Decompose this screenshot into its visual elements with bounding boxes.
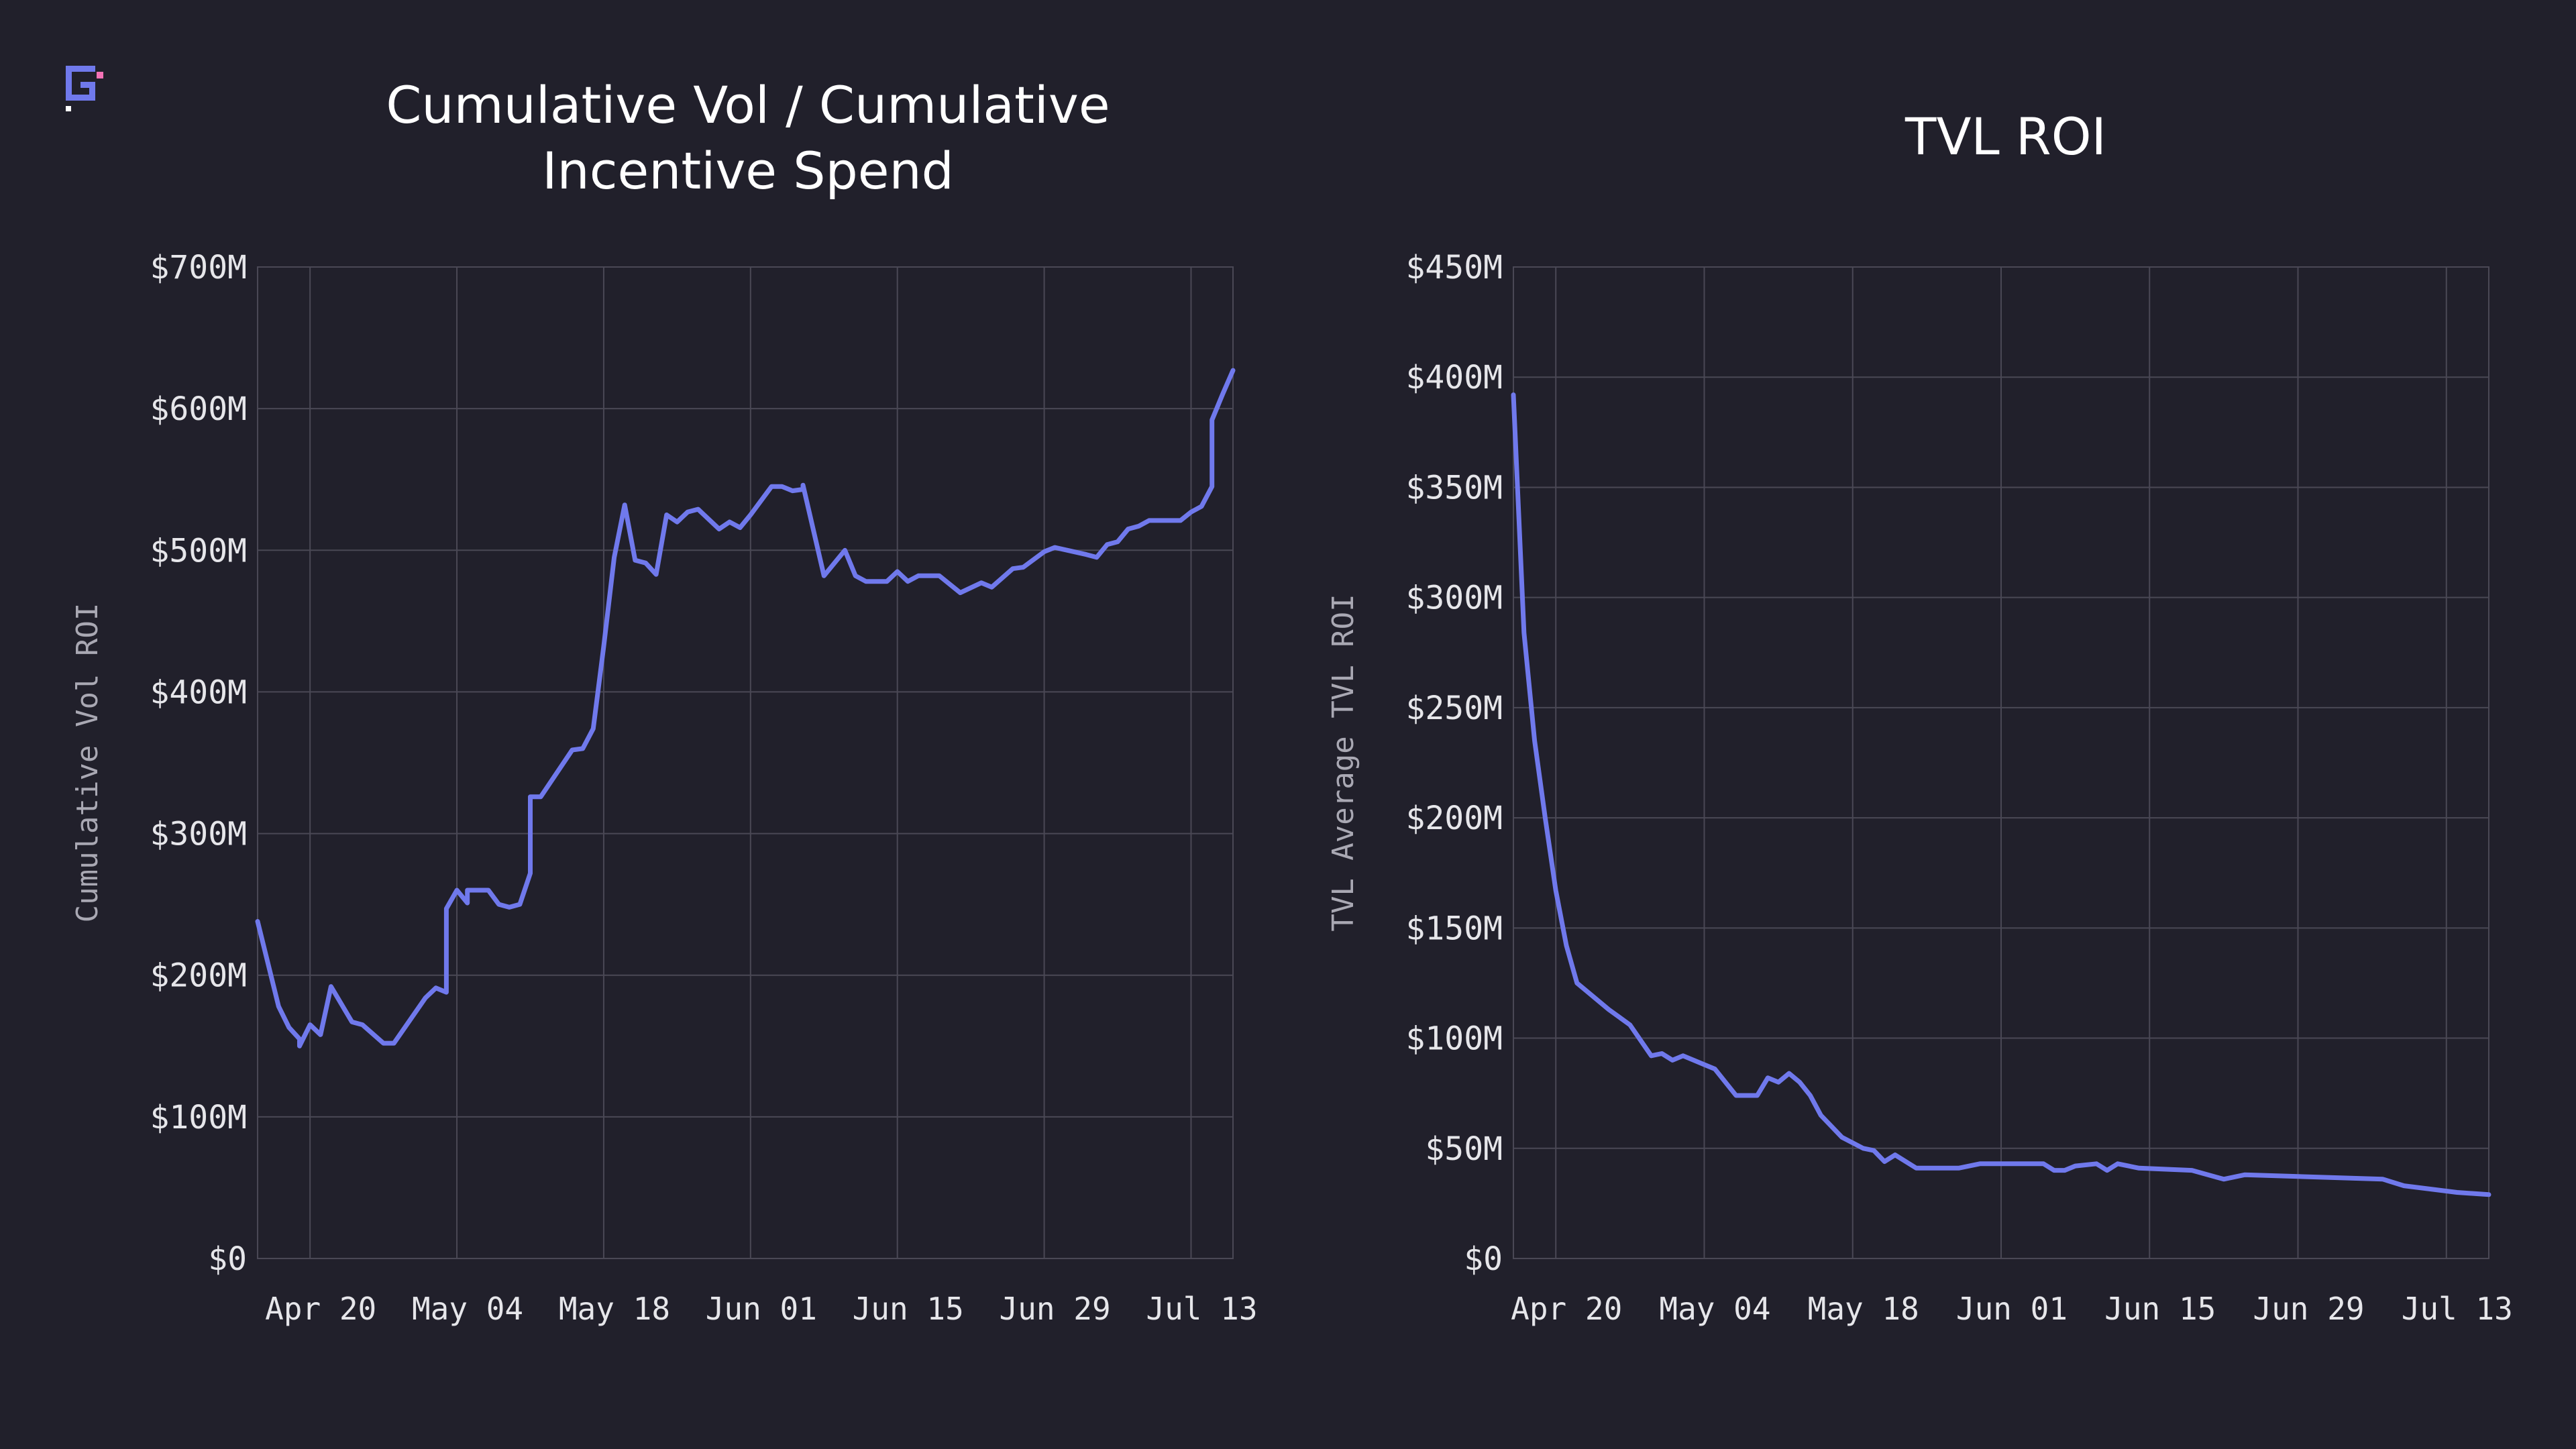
x-tick-label: May 04: [412, 1291, 523, 1327]
plot-frame: [1513, 266, 2489, 1259]
x-tick-label: Jun 15: [2104, 1291, 2216, 1327]
x-tick-label: Apr 20: [265, 1291, 376, 1327]
y-tick-label: $100M: [1406, 1020, 1503, 1058]
y-tick-label: $500M: [150, 532, 248, 570]
logo-bar-right: [89, 82, 95, 101]
chart-cumulative-vol-roi: $0 $100M $200M $300M $400M $500M $600M $700M Apr…: [70, 249, 1258, 1327]
series-line: [1511, 392, 2491, 1197]
y-tick-label: $300M: [150, 816, 248, 853]
logo-accent-square: [97, 72, 103, 78]
y-tick-label: $200M: [1406, 800, 1503, 837]
grid-lines: [258, 266, 1233, 1259]
y-tick-label: $700M: [150, 249, 248, 286]
x-tick-label: Jun 01: [706, 1291, 817, 1327]
chart-tvl-roi: $0 $50M $100M $150M $200M $250M $300M $350M $400…: [1326, 249, 2513, 1327]
x-tick-label: May 18: [559, 1291, 670, 1327]
logo-bar-mid: [80, 82, 95, 88]
x-tick-label: Jun 01: [1956, 1291, 2068, 1327]
chart-title-tvl-roi: TVL ROI: [1905, 107, 2106, 166]
x-tick-label: Jul 13: [2402, 1291, 2513, 1327]
y-tick-label: $0: [1464, 1240, 1503, 1278]
brand-logo-icon: [66, 66, 103, 111]
x-axis: Apr 20 May 04 May 18 Jun 01 Jun 15 Jun 29 Jul …: [265, 1291, 1257, 1327]
x-tick-label: May 04: [1659, 1291, 1770, 1327]
y-tick-label: $50M: [1425, 1130, 1503, 1168]
chart-title-line-1: Cumulative Vol / Cumulative: [386, 75, 1110, 135]
logo-bar-bottom: [66, 95, 95, 101]
x-tick-label: Jun 29: [2253, 1291, 2364, 1327]
logo-bar-top: [66, 66, 95, 72]
logo-bar-left: [66, 66, 72, 101]
y-tick-label: $150M: [1406, 910, 1503, 947]
logo-dot: [66, 106, 71, 111]
y-axis-title: Cumulative Vol ROI: [70, 603, 105, 923]
plot-frame: [257, 266, 1234, 1259]
chart-title-line-2: Incentive Spend: [542, 141, 954, 201]
y-tick-label: $350M: [1406, 469, 1503, 506]
chart-title-cumulative-vol: Cumulative Vol / Cumulative Incentive Sp…: [302, 72, 1194, 204]
y-tick-label: $100M: [150, 1099, 248, 1136]
y-tick-label: $450M: [1406, 249, 1503, 286]
y-axis: $0 $100M $200M $300M $400M $500M $600M $700M: [150, 249, 248, 1278]
x-axis: Apr 20 May 04 May 18 Jun 01 Jun 15 Jun 29 Jul …: [1511, 1291, 2513, 1327]
x-tick-label: Jul 13: [1146, 1291, 1257, 1327]
y-tick-label: $0: [208, 1240, 247, 1278]
y-tick-label: $400M: [1406, 359, 1503, 396]
x-tick-label: Jun 29: [999, 1291, 1110, 1327]
y-axis-title: TVL Average TVL ROI: [1326, 594, 1360, 931]
y-tick-label: $300M: [1406, 580, 1503, 617]
y-tick-label: $600M: [150, 390, 248, 428]
y-tick-label: $200M: [150, 957, 248, 995]
x-tick-label: Apr 20: [1511, 1291, 1622, 1327]
x-tick-label: May 18: [1808, 1291, 1919, 1327]
grid-lines: [1513, 266, 2489, 1259]
series-line: [255, 368, 1236, 1049]
y-tick-label: $250M: [1406, 690, 1503, 727]
y-tick-label: $400M: [150, 674, 248, 711]
x-tick-label: Jun 15: [853, 1291, 964, 1327]
y-axis: $0 $50M $100M $150M $200M $250M $300M $350M $400…: [1406, 249, 1503, 1278]
